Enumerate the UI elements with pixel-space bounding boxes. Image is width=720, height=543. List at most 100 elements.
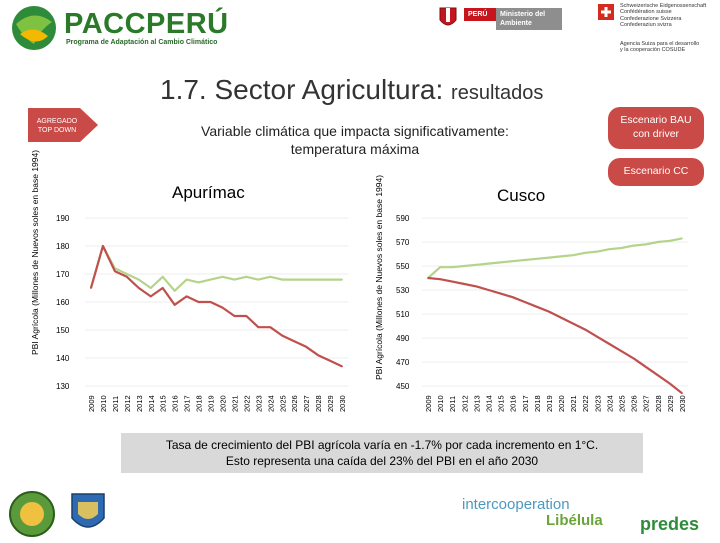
cusco-ytick-label: 470 xyxy=(396,358,410,367)
apurimac-bau-line xyxy=(89,244,343,292)
apurimac-bau-point xyxy=(137,278,140,281)
cusco-ytick-label: 450 xyxy=(396,382,410,391)
ministry-country: PERÚ xyxy=(468,11,488,18)
libelula-logo: Libélula xyxy=(546,512,603,529)
apurimac-cc-line xyxy=(89,244,343,368)
cusco-bau-point xyxy=(560,255,562,258)
apurimac-cc-point xyxy=(185,295,188,298)
apurimac-xtick-label: 2019 xyxy=(207,395,216,412)
predes-logo: predes xyxy=(640,514,700,534)
apurimac-ytick-label: 140 xyxy=(56,354,70,363)
apurimac-bau-point xyxy=(245,275,248,278)
apurimac-xtick-label: 2013 xyxy=(135,395,144,412)
apurimac-bau-point xyxy=(257,278,260,281)
pacc-logo-sub: Programa de Adaptación al Cambio Climáti… xyxy=(66,39,218,46)
apurimac-cc-point xyxy=(233,315,236,317)
cusco-bau-point xyxy=(511,260,514,263)
swiss-flag-icon xyxy=(598,4,614,20)
cusco-cc-point xyxy=(608,343,611,345)
cusco-cc-point xyxy=(499,292,502,295)
cusco-gov-logo xyxy=(8,490,56,538)
cusco-xtick-label: 2023 xyxy=(593,395,602,412)
apurimac-xtick-label: 2014 xyxy=(147,395,156,412)
apurimac-ytick-label: 170 xyxy=(56,270,70,279)
swiss-confederation: Schweizerische Eidgenossenschaft Confédé… xyxy=(620,3,707,28)
apurimac-cc-point xyxy=(173,303,176,306)
cusco-cc-point xyxy=(584,328,587,331)
cusco-cc-point xyxy=(632,357,635,360)
apurimac-xtick-label: 2024 xyxy=(266,395,275,412)
cusco-xtick-label: 2010 xyxy=(436,395,445,412)
cusco-xtick-label: 2027 xyxy=(642,395,651,412)
top-down-arrow-icon xyxy=(28,108,98,142)
apurimac-ytick-label: 150 xyxy=(56,326,70,335)
pacc-logo-main: PACCPERÚ xyxy=(64,8,229,40)
cusco-cc-point xyxy=(656,374,659,377)
apurimac-xtick-label: 2020 xyxy=(218,395,227,412)
chart-title-cusco: Cusco xyxy=(497,186,546,205)
apurimac-cc-point xyxy=(209,301,212,303)
cusco-xtick-label: 2025 xyxy=(618,395,627,412)
swiss-agency: Agencia Suiza para el desarrollo y la co… xyxy=(620,41,700,54)
cusco-cc-point xyxy=(451,280,454,283)
apurimac-bau-point xyxy=(161,275,164,278)
apurimac-bau-point xyxy=(317,278,320,281)
apurimac-bau-point xyxy=(269,275,272,278)
peru-shield-icon xyxy=(438,6,458,30)
cusco-xtick-label: 2017 xyxy=(521,395,530,412)
apurimac-xtick-label: 2011 xyxy=(111,396,120,412)
cusco-xtick-label: 2024 xyxy=(605,395,614,412)
slide-title: 1.7. Sector Agricultura: resultados xyxy=(160,74,544,105)
apurimac-cc-point xyxy=(113,270,116,273)
cusco-bau-point xyxy=(439,266,442,269)
apurimac-cc-point xyxy=(149,295,152,298)
apurimac-bau-point xyxy=(197,281,200,284)
apurimac-cc-point xyxy=(197,301,200,303)
apurimac-cc-point xyxy=(257,326,260,329)
cusco-cc-point xyxy=(596,335,599,338)
apurimac-ytick-label: 190 xyxy=(56,214,70,223)
apurimac-bau-point xyxy=(329,278,331,281)
cusco-bau-point xyxy=(572,254,575,257)
apurimac-xtick-label: 2029 xyxy=(326,395,335,412)
cusco-xtick-label: 2028 xyxy=(654,395,663,412)
cusco-bau-point xyxy=(451,266,454,269)
apurimac-xtick-label: 2015 xyxy=(159,395,168,412)
cusco-ytick-label: 530 xyxy=(396,286,410,295)
cusco-bau-point xyxy=(681,237,683,240)
cusco-bau-point xyxy=(632,244,635,247)
cusco-bau-point xyxy=(668,239,671,242)
apurimac-cc-point xyxy=(329,359,331,362)
apurimac-ytick-label: 180 xyxy=(56,242,70,251)
pacc-logo-text: PACCPERÚ xyxy=(64,8,229,41)
apurimac-cc-point xyxy=(221,306,224,309)
cusco-xtick-label: 2029 xyxy=(666,395,675,412)
cusco-xtick-label: 2012 xyxy=(460,395,469,412)
cusco-cc-point xyxy=(511,296,514,299)
ministry-name: Ministerio del Ambiente xyxy=(496,8,562,30)
cusco-xtick-label: 2016 xyxy=(509,395,518,412)
apurimac-cc-point xyxy=(125,275,128,278)
cusco-cc-point xyxy=(548,310,550,313)
apurimac-xtick-label: 2010 xyxy=(99,395,108,412)
intercooperation-logo: intercooperation xyxy=(462,496,570,513)
cusco-bau-point xyxy=(548,256,550,259)
apurimac-bau-point xyxy=(305,278,308,281)
scenario-cc-legend: Escenario CC xyxy=(608,158,704,186)
cusco-cc-point xyxy=(535,305,538,308)
cusco-ytick-label: 550 xyxy=(396,262,410,271)
cusco-ytick-label: 590 xyxy=(396,214,410,223)
chart-title-apurimac: Apurímac xyxy=(172,183,245,202)
apurimac-xtick-label: 2021 xyxy=(230,395,239,412)
apurimac-cc-point xyxy=(317,354,320,357)
apurimac-cc-point xyxy=(245,315,248,317)
cusco-bau-point xyxy=(584,251,587,254)
cusco-xtick-label: 2013 xyxy=(472,395,481,412)
apurimac-cc-point xyxy=(305,345,308,348)
cusco-ytick-label: 490 xyxy=(396,334,410,343)
cusco-bau-point xyxy=(596,250,599,253)
apurimac-xtick-label: 2017 xyxy=(183,395,192,412)
cusco-cc-point xyxy=(427,277,429,279)
apurimac-cc-point xyxy=(137,287,140,289)
